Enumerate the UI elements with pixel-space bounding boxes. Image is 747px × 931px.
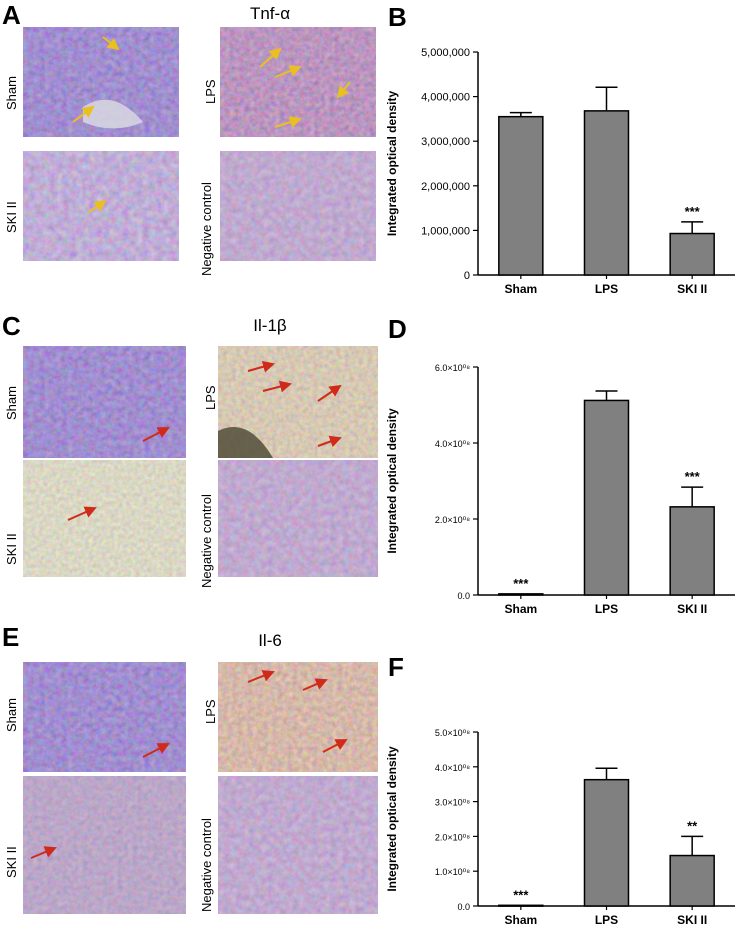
x-tick-label: Sham <box>504 602 537 616</box>
micrograph-il1b-ski <box>23 460 186 577</box>
micrograph-il6-ski <box>23 776 186 914</box>
micrograph-tnf-lps <box>220 27 376 137</box>
bar-sham <box>498 115 544 276</box>
y-tick-label: 3.0×10⁰⁸ <box>435 798 470 808</box>
micrograph-il6-sham <box>23 662 186 772</box>
panel-letter-e: E <box>2 622 20 652</box>
bar-lps <box>583 110 630 276</box>
label-negative-e: Negative control <box>199 818 214 912</box>
y-tick-label: 2.0×10⁰⁸ <box>435 832 470 842</box>
y-axis-label: Integrated optical density <box>385 90 399 236</box>
title-tnf-alpha: Tnf-α <box>249 4 291 23</box>
panel-letter-c: C <box>2 311 21 341</box>
significance-marker: ** <box>687 818 698 833</box>
micrograph-il1b-negative <box>218 460 378 577</box>
bar-ski-ii <box>669 232 715 276</box>
micrograph-tnf-ski <box>23 151 179 261</box>
y-tick-label: 3,000,000 <box>421 136 470 148</box>
panel-letter-b: B <box>388 2 407 32</box>
bar-lps <box>583 399 630 596</box>
panel-letter-d: D <box>388 314 407 344</box>
bar-ski-ii <box>669 506 715 596</box>
y-axis-label: Integrated optical density <box>385 746 399 892</box>
micrograph-il1b-sham <box>23 346 186 458</box>
label-sham-a: Sham <box>4 76 19 110</box>
y-axis-label: Integrated optical density <box>385 408 399 554</box>
y-tick-label: 2.0×10⁰⁸ <box>435 515 470 525</box>
label-ski-e: SKI II <box>4 846 19 878</box>
x-tick-label: SKI II <box>677 913 707 927</box>
micrograph-il6-negative <box>218 776 378 914</box>
y-tick-label: 5,000,000 <box>421 47 470 59</box>
y-tick-label: 6.0×10⁰⁸ <box>435 363 470 373</box>
micrograph-il6-lps <box>218 662 378 772</box>
x-tick-label: LPS <box>595 602 618 616</box>
title-il-6: Il-6 <box>258 631 282 650</box>
y-tick-label: 0 <box>464 270 470 282</box>
y-tick-label: 1.0×10⁰⁸ <box>435 867 470 877</box>
significance-marker: *** <box>685 204 701 219</box>
label-lps-e: LPS <box>203 699 218 724</box>
panel-letter-a: A <box>2 0 21 30</box>
bar-lps <box>583 778 630 907</box>
label-ski-a: SKI II <box>4 201 19 233</box>
label-sham-c: Sham <box>4 386 19 420</box>
label-sham-e: Sham <box>4 698 19 732</box>
chart-f: Integrated optical density 0.0 1.0×10⁰⁸ 2.0… <box>380 720 747 931</box>
y-tick-label: 4.0×10⁰⁸ <box>435 439 470 449</box>
x-tick-label: Sham <box>504 282 537 296</box>
y-tick-label: 0.0 <box>457 591 470 601</box>
y-tick-label: 4.0×10⁰⁸ <box>435 763 470 773</box>
micrograph-tnf-sham <box>23 27 179 137</box>
x-tick-label: LPS <box>595 282 618 296</box>
bar-ski-ii <box>669 854 715 907</box>
label-ski-c: SKI II <box>4 533 19 565</box>
title-il-1-beta: Il-1β <box>253 316 287 335</box>
y-tick-label: 2,000,000 <box>421 181 470 193</box>
y-tick-label: 0.0 <box>457 902 470 912</box>
label-lps-c: LPS <box>203 385 218 410</box>
y-tick-label: 1,000,000 <box>421 225 470 237</box>
chart-d: Integrated optical density 0.0 2.0×10⁰⁸ 4.0… <box>380 355 747 617</box>
label-negative-c: Negative control <box>199 494 214 588</box>
x-tick-label: LPS <box>595 913 618 927</box>
x-tick-label: SKI II <box>677 282 707 296</box>
y-tick-label: 4,000,000 <box>421 92 470 104</box>
label-lps-a: LPS <box>203 79 218 104</box>
micrograph-tnf-negative <box>220 151 376 261</box>
significance-marker: *** <box>685 469 701 484</box>
chart-b: Integrated optical density 0 1,000,000 2,00… <box>380 40 747 315</box>
bar-sham <box>498 904 544 907</box>
bar-sham <box>498 593 544 596</box>
x-tick-label: Sham <box>504 913 537 927</box>
significance-marker: *** <box>513 887 529 902</box>
panel-letter-f: F <box>388 652 404 682</box>
x-tick-label: SKI II <box>677 602 707 616</box>
micrograph-il1b-lps <box>218 346 378 458</box>
label-negative-a: Negative control <box>199 182 214 276</box>
y-tick-label: 5.0×10⁰⁸ <box>435 728 470 738</box>
significance-marker: *** <box>513 576 529 591</box>
